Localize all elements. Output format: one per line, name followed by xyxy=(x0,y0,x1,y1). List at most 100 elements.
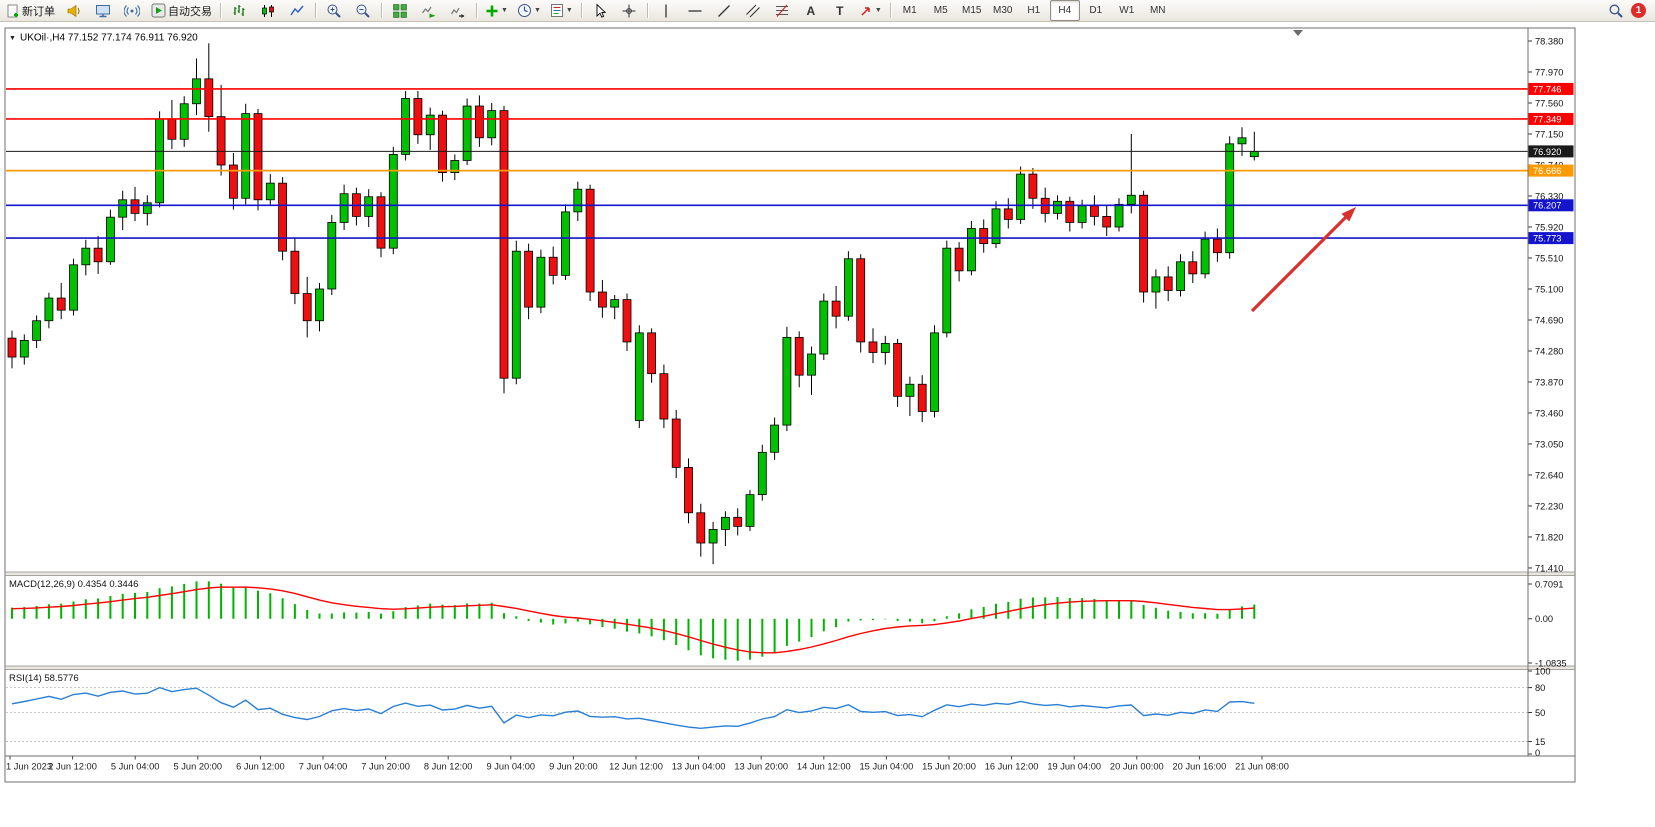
cursor-button[interactable] xyxy=(586,0,614,21)
trendline-button[interactable] xyxy=(710,0,738,21)
timeframe-h4-button[interactable]: H4 xyxy=(1049,0,1080,21)
svg-text:100: 100 xyxy=(1535,666,1551,676)
pane-splitter[interactable] xyxy=(6,572,1574,576)
horizontal-line-icon xyxy=(688,9,702,12)
channel-button[interactable] xyxy=(739,0,767,21)
indicators-button[interactable]: ▼ xyxy=(481,0,512,21)
svg-text:73.870: 73.870 xyxy=(1535,377,1563,387)
svg-text:75.920: 75.920 xyxy=(1535,222,1563,232)
notification-count: 1 xyxy=(1635,5,1642,16)
candlestick-chart-button[interactable] xyxy=(254,0,282,21)
toolbar-separator xyxy=(476,3,477,18)
svg-text:12 Jun 12:00: 12 Jun 12:00 xyxy=(609,762,663,772)
svg-text:15: 15 xyxy=(1535,737,1545,747)
svg-text:0.00: 0.00 xyxy=(1535,614,1553,624)
svg-text:13 Jun 04:00: 13 Jun 04:00 xyxy=(672,762,726,772)
toolbar-separator xyxy=(220,3,221,18)
svg-text:71.820: 71.820 xyxy=(1535,532,1563,542)
svg-text:13 Jun 20:00: 13 Jun 20:00 xyxy=(734,762,788,772)
arrows-button[interactable]: ▼ xyxy=(855,0,886,21)
tile-windows-icon xyxy=(393,3,407,18)
auto-scroll-button[interactable] xyxy=(415,0,443,21)
timeframe-label: W1 xyxy=(1119,5,1135,16)
periods-clock-icon xyxy=(517,4,531,17)
price-badge: 76.920 xyxy=(1528,145,1574,158)
tile-windows-button[interactable] xyxy=(386,0,414,21)
announcement-button[interactable] xyxy=(60,0,88,21)
pane-splitter[interactable] xyxy=(6,666,1574,670)
bar-chart-button[interactable] xyxy=(225,0,253,21)
trend-arrow-annotation[interactable] xyxy=(1250,207,1356,313)
fibonacci-icon xyxy=(775,4,788,17)
fibonacci-button[interactable] xyxy=(768,0,796,21)
svg-text:5 Jun 20:00: 5 Jun 20:00 xyxy=(174,762,223,772)
text-label-button[interactable]: T xyxy=(826,0,854,21)
notification-badge[interactable]: 1 xyxy=(1631,3,1646,18)
timeframe-d1-button[interactable]: D1 xyxy=(1081,0,1111,21)
timeframe-label: D1 xyxy=(1089,5,1103,16)
svg-text:75.773: 75.773 xyxy=(1533,234,1561,244)
svg-text:6 Jun 12:00: 6 Jun 12:00 xyxy=(236,762,285,772)
timeframe-m30-button[interactable]: M30 xyxy=(988,0,1018,21)
zoom-in-button[interactable] xyxy=(320,0,348,21)
templates-button[interactable]: ▼ xyxy=(546,0,577,21)
rsi-indicator: 100 80 50 150 RSI(14) 58.5776 xyxy=(6,666,1551,758)
svg-text:19 Jun 04:00: 19 Jun 04:00 xyxy=(1047,762,1101,772)
zoom-in-icon xyxy=(327,4,341,18)
timeframe-w1-button[interactable]: W1 xyxy=(1112,0,1142,21)
arrows-icon xyxy=(861,6,870,16)
horizontal-line-button[interactable] xyxy=(681,0,709,21)
svg-text:5 Jun 04:00: 5 Jun 04:00 xyxy=(111,762,160,772)
svg-text:77.746: 77.746 xyxy=(1533,84,1561,94)
svg-text:0.7091: 0.7091 xyxy=(1535,579,1563,589)
periods-button[interactable]: ▼ xyxy=(513,0,545,21)
zoom-out-button[interactable] xyxy=(349,0,377,21)
svg-text:77.349: 77.349 xyxy=(1533,114,1561,124)
timeframe-h1-button[interactable]: H1 xyxy=(1019,0,1049,21)
svg-text:76.666: 76.666 xyxy=(1533,166,1561,176)
price-badge: 77.746 xyxy=(1528,82,1574,95)
monitor-button[interactable] xyxy=(89,0,117,21)
svg-text:15 Jun 04:00: 15 Jun 04:00 xyxy=(860,762,914,772)
price-badge: 77.349 xyxy=(1528,112,1574,125)
svg-text:-1.0835: -1.0835 xyxy=(1535,658,1567,668)
autotrading-button[interactable]: 自动交易 xyxy=(147,0,216,21)
autotrading-label: 自动交易 xyxy=(168,5,212,18)
vertical-line-icon xyxy=(665,4,667,17)
vertical-line-button[interactable] xyxy=(652,0,680,21)
chart-title: ▼ UKOil·,H4 77.152 77.174 76.911 76.920 xyxy=(9,33,198,44)
timeframe-m1-button[interactable]: M1 xyxy=(895,0,925,21)
macd-label: MACD(12,26,9) 0.4354 0.3446 xyxy=(9,579,138,590)
chevron-down-icon: ▼ xyxy=(501,7,508,14)
crosshair-button[interactable] xyxy=(615,0,643,21)
chart-shift-button[interactable] xyxy=(444,0,472,21)
line-chart-button[interactable] xyxy=(283,0,311,21)
toolbar-separator xyxy=(315,3,316,18)
new-order-button[interactable]: 新订单 xyxy=(3,0,59,21)
timeframe-label: H1 xyxy=(1027,5,1041,16)
svg-text:77.560: 77.560 xyxy=(1535,98,1563,108)
text-button[interactable]: A xyxy=(797,0,825,21)
svg-text:15 Jun 20:00: 15 Jun 20:00 xyxy=(922,762,976,772)
candlestick-chart-icon xyxy=(262,4,274,17)
timeframe-mn-button[interactable]: MN xyxy=(1143,0,1173,21)
broadcast-button[interactable] xyxy=(118,0,146,21)
svg-text:75.100: 75.100 xyxy=(1535,284,1563,294)
svg-text:20 Jun 00:00: 20 Jun 00:00 xyxy=(1110,762,1164,772)
chart-shift-marker[interactable] xyxy=(1293,30,1303,36)
bar-chart-icon xyxy=(233,4,245,16)
text-label-icon: T xyxy=(836,3,844,18)
search-button[interactable] xyxy=(1602,0,1630,21)
rsi-label: RSI(14) 58.5776 xyxy=(9,673,79,684)
text-tool-icon: A xyxy=(806,3,816,18)
svg-text:77.150: 77.150 xyxy=(1535,129,1563,139)
svg-text:76.330: 76.330 xyxy=(1535,191,1563,201)
price-axis[interactable]: 78.38077.97077.56077.15076.74076.33075.9… xyxy=(1528,36,1563,573)
svg-text:72.230: 72.230 xyxy=(1535,501,1563,511)
timeframe-m5-button[interactable]: M5 xyxy=(926,0,956,21)
svg-text:8 Jun 12:00: 8 Jun 12:00 xyxy=(424,762,473,772)
timeframe-m15-button[interactable]: M15 xyxy=(957,0,987,21)
announcement-icon xyxy=(67,4,80,17)
